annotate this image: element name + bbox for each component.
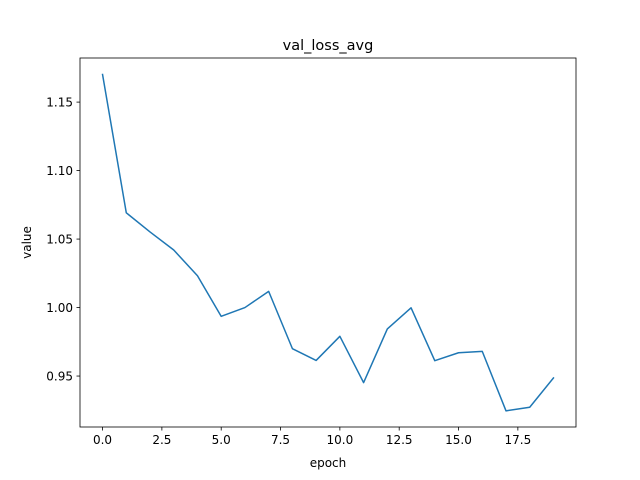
data-point [505,410,507,412]
data-point [292,348,294,350]
x-axis-label: epoch [310,456,347,470]
x-tick-label: 0.0 [93,433,112,447]
x-tick-label: 17.5 [504,433,531,447]
data-point [458,352,460,354]
data-point [410,307,412,309]
data-point [268,290,270,292]
plot-frame [79,57,577,428]
y-tick-label: 1.05 [46,233,73,247]
data-point [529,406,531,408]
data-point [386,328,388,330]
data-point [197,275,199,277]
data-point [220,315,222,317]
data-point [125,212,127,214]
data-point [173,249,175,251]
y-tick-label: 1.15 [46,96,73,110]
x-axis-ticks: 0.0 2.5 5.0 7.5 10.0 12.5 15.0 17.5 [93,427,531,447]
y-axis-label: value [20,226,34,259]
x-tick-label: 15.0 [445,433,472,447]
x-tick-label: 12.5 [386,433,413,447]
data-point [434,360,436,362]
x-tick-label: 2.5 [152,433,171,447]
y-tick-label: 1.10 [46,164,73,178]
data-point [149,231,151,233]
data-point [481,350,483,352]
plot-area [80,58,576,427]
data-point [102,74,104,76]
y-tick-label: 0.95 [46,370,73,384]
data-point [553,377,555,379]
data-point [244,307,246,309]
series-line [101,73,555,412]
series-layer [101,73,555,412]
data-point [315,360,317,362]
chart-title: val_loss_avg [283,38,374,54]
data-point [339,335,341,337]
y-tick-label: 1.00 [46,301,73,315]
data-point [363,382,365,384]
y-axis-ticks: 0.95 1.00 1.05 1.10 1.15 [46,96,80,384]
x-tick-label: 7.5 [271,433,290,447]
x-tick-label: 5.0 [212,433,231,447]
x-tick-label: 10.0 [327,433,354,447]
